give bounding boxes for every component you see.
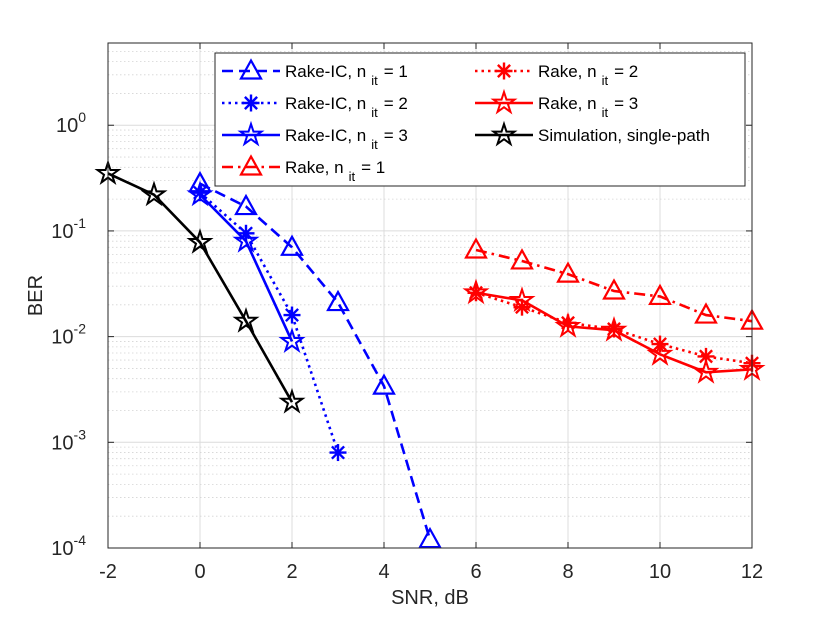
legend-label: Rake, n it = 1 — [285, 158, 385, 184]
star-marker — [600, 315, 628, 342]
legend-label: Rake, n it = 3 — [538, 94, 638, 120]
series-line — [475, 291, 753, 374]
asterisk-marker — [329, 444, 347, 462]
triangle-marker — [602, 278, 626, 300]
triangle-marker — [648, 283, 672, 306]
x-tick-label: 6 — [470, 561, 481, 583]
triangle-marker — [326, 289, 350, 312]
star-marker — [278, 327, 306, 353]
legend-entry-7: Simulation, single-path — [475, 120, 710, 147]
series-3 — [186, 180, 306, 353]
x-axis-label: SNR, dB — [391, 587, 469, 609]
star-marker — [508, 286, 536, 312]
series-line — [107, 172, 294, 403]
star-marker — [490, 88, 518, 115]
x-tick-label: 2 — [286, 561, 297, 583]
star-marker — [692, 358, 720, 384]
series-line — [475, 248, 753, 323]
series-4 — [464, 237, 764, 330]
asterisk-marker — [697, 347, 715, 365]
star-marker — [278, 387, 306, 414]
x-tick-label: 12 — [741, 561, 763, 583]
asterisk-marker — [495, 62, 513, 80]
legend-entry-4: Rake, n it = 1 — [222, 154, 385, 184]
legend-entry-5: Rake, n it = 2 — [475, 62, 638, 88]
x-tick-label: 0 — [194, 561, 205, 583]
star-marker — [462, 278, 490, 305]
star-marker — [646, 340, 674, 366]
legend-box — [214, 52, 746, 187]
star-marker — [140, 180, 168, 207]
x-tick-label: 8 — [562, 561, 573, 583]
triangle-marker — [694, 302, 718, 324]
triangle-marker — [239, 58, 263, 80]
legend-label: Rake-IC, n it = 1 — [285, 62, 408, 88]
triangle-marker — [418, 526, 442, 549]
triangle-marker — [280, 234, 304, 256]
legend-label: Rake-IC, n it = 2 — [285, 94, 408, 120]
y-tick-label: 10-1 — [51, 215, 86, 243]
triangle-marker — [239, 154, 263, 176]
star-marker — [186, 180, 214, 207]
y-axis-label: BER — [25, 275, 47, 316]
legend-entry-3: Rake-IC, n it = 3 — [222, 120, 408, 152]
legend: Rake-IC, n it = 1 Rake-IC, n it = 2 Rake-IC, n… — [214, 52, 746, 187]
axes-box — [107, 42, 753, 549]
y-tick-label: 10-4 — [51, 532, 86, 560]
star-marker — [232, 306, 260, 333]
series-line — [199, 191, 340, 453]
y-tick-label: 10-2 — [51, 321, 86, 349]
star-marker — [237, 120, 265, 147]
legend-entry-6: Rake, n it = 3 — [475, 88, 638, 120]
x-tick-label: -2 — [99, 561, 117, 583]
series-6 — [462, 278, 766, 384]
triangle-marker — [372, 373, 396, 395]
asterisk-marker — [242, 94, 260, 112]
series-line — [199, 182, 432, 541]
triangle-marker — [234, 193, 258, 216]
series-layer — [94, 159, 766, 549]
star-marker — [232, 226, 260, 253]
y-tick-label: 10-3 — [51, 426, 86, 454]
triangle-marker — [510, 248, 534, 270]
legend-label: Rake, n it = 2 — [538, 62, 638, 88]
star-marker — [490, 120, 518, 147]
axes — [107, 42, 753, 549]
legend-label: Simulation, single-path — [538, 126, 710, 145]
triangle-marker — [556, 261, 580, 283]
triangle-marker — [464, 237, 488, 259]
y-tick-label: 100 — [56, 109, 86, 137]
asterisk-marker — [283, 306, 301, 324]
star-marker — [554, 312, 582, 338]
legend-label: Rake-IC, n it = 3 — [285, 126, 408, 152]
legend-entry-2: Rake-IC, n it = 2 — [222, 94, 408, 120]
star-marker — [186, 228, 214, 254]
series-line — [199, 193, 294, 343]
tick-labels: -2 0 2 4 6 8 10 12 10-4 10-3 10-2 10-1 100 — [51, 109, 763, 583]
x-tick-label: 4 — [378, 561, 389, 583]
x-tick-label: 10 — [649, 561, 671, 583]
legend-entry-1: Rake-IC, n it = 1 — [222, 58, 408, 88]
